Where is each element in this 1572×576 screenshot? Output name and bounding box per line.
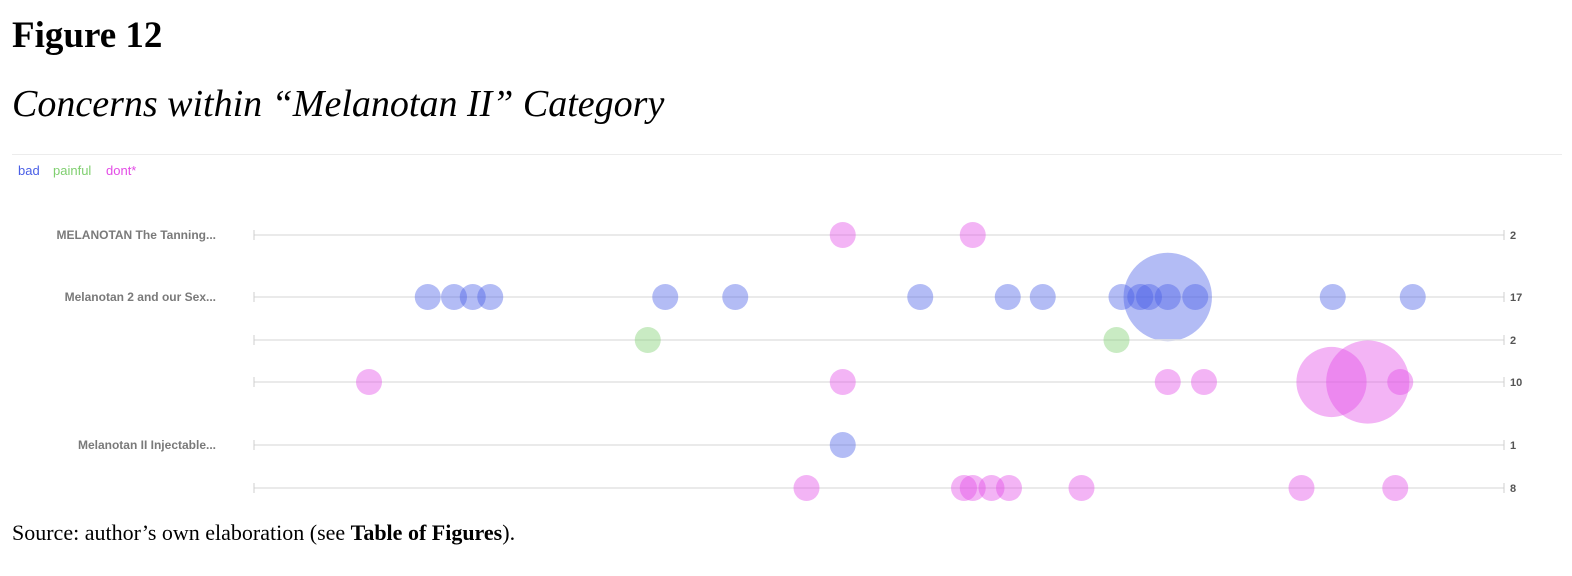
bubble[interactable] [1319, 284, 1346, 310]
bubble[interactable] [1136, 284, 1162, 310]
row-label[interactable]: Melanotan 2 and our Sex... [65, 290, 216, 304]
row-count: 1 [1510, 440, 1516, 452]
bubble[interactable] [1288, 475, 1315, 501]
bubble[interactable] [1103, 327, 1130, 353]
table-of-figures-link[interactable]: Table of Figures [350, 520, 503, 545]
bubble[interactable] [1108, 284, 1135, 310]
figure-label: Figure 12 [12, 15, 163, 56]
bubble[interactable] [959, 475, 986, 501]
bubble[interactable] [1123, 252, 1212, 342]
bubble[interactable] [996, 475, 1022, 501]
row-6: 8 [253, 475, 1516, 501]
bubble[interactable] [829, 222, 856, 248]
row-count: 2 [1510, 230, 1516, 242]
bubble[interactable] [1387, 369, 1414, 395]
bubble[interactable] [634, 327, 661, 353]
row-label[interactable]: Melanotan II Injectable... [78, 438, 216, 452]
bubble[interactable] [907, 284, 934, 310]
source-suffix: ). [502, 520, 516, 545]
bubble-timeline-chart: bad painful dont* MELANOTAN The Tanning... 2… [0, 152, 1572, 504]
row-3: 2 [253, 327, 1516, 353]
row-1: MELANOTAN The Tanning... 2 [56, 222, 1516, 248]
bubble[interactable] [959, 222, 986, 248]
source-note: Source: author’s own elaboration (see Ta… [12, 520, 515, 546]
bubble[interactable] [951, 475, 977, 501]
legend-item-painful[interactable]: painful [53, 163, 91, 178]
row-label[interactable]: MELANOTAN The Tanning... [56, 228, 216, 242]
bubble[interactable] [459, 284, 486, 310]
chart-svg: bad painful dont* MELANOTAN The Tanning... 2… [12, 154, 1562, 501]
row-count: 10 [1510, 377, 1522, 389]
bubble[interactable] [978, 475, 1005, 501]
row-2: Melanotan 2 and our Sex... 17 [65, 252, 1522, 342]
bubble[interactable] [793, 475, 820, 501]
bubble[interactable] [829, 432, 856, 458]
bubble[interactable] [1182, 284, 1209, 310]
bubble[interactable] [356, 369, 382, 395]
bubble[interactable] [414, 284, 441, 310]
bubble[interactable] [994, 284, 1021, 310]
legend-item-dont[interactable]: dont* [106, 163, 136, 178]
row-count: 17 [1510, 292, 1522, 304]
source-prefix: Source: author’s own elaboration (see [12, 520, 351, 545]
bubble[interactable] [1154, 369, 1181, 395]
bubble[interactable] [1127, 284, 1154, 310]
bubble[interactable] [1296, 346, 1367, 418]
legend-item-bad[interactable]: bad [18, 163, 40, 178]
bubble[interactable] [829, 369, 856, 395]
bubble[interactable] [1326, 340, 1410, 424]
bubble[interactable] [1029, 284, 1056, 310]
bubble[interactable] [1191, 369, 1217, 395]
bubble[interactable] [722, 284, 749, 310]
bubble[interactable] [441, 284, 467, 310]
row-4: 10 [253, 340, 1522, 424]
bubble[interactable] [477, 284, 504, 310]
row-count: 2 [1510, 335, 1516, 347]
bubble[interactable] [1399, 284, 1426, 310]
bubble[interactable] [1382, 475, 1409, 501]
row-count: 8 [1510, 483, 1516, 495]
row-5: Melanotan II Injectable... 1 [78, 432, 1516, 458]
bubble[interactable] [652, 284, 679, 310]
figure-subtitle: Concerns within “Melanotan II” Category [12, 83, 665, 125]
bubble[interactable] [1068, 475, 1095, 501]
bubble[interactable] [1154, 284, 1181, 310]
